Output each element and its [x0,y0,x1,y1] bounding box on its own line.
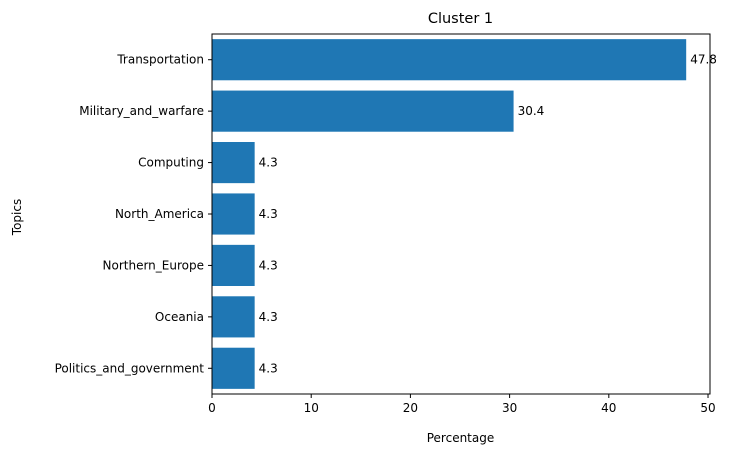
bar-value-label: 4.3 [259,258,278,272]
y-axis-ticks: Transportation Military_and_warfare Comput… [55,53,212,375]
y-tick-label: Transportation [116,53,204,67]
bar-value-label: 47.8 [690,53,717,67]
y-tick-label: Oceania [155,310,204,324]
bar [212,90,514,132]
x-tick-label: 0 [208,401,216,415]
bar [212,296,255,338]
bar [212,347,255,389]
y-tick-label: Politics_and_government [55,361,205,375]
bar-value-label: 4.3 [259,156,278,170]
bar-value-label: 4.3 [259,310,278,324]
y-axis-label: Topics [10,199,24,236]
y-tick-label: North_America [115,207,204,221]
bar [212,193,255,235]
y-tick-label: Computing [138,156,204,170]
x-tick-label: 40 [601,401,616,415]
x-tick-label: 10 [304,401,319,415]
bar-value-label: 4.3 [259,207,278,221]
bar [212,244,255,286]
plot-frame [211,33,711,395]
bar-value-label: 30.4 [518,104,545,118]
x-axis-label: Percentage [427,431,495,445]
chart-title: Cluster 1 [428,11,493,27]
x-axis-ticks: 0 10 20 30 40 50 [208,394,716,415]
bars-group [212,39,687,389]
value-labels-group: 47.8 30.4 4.3 4.3 4.3 4.3 4.3 [259,53,717,376]
x-tick-label: 30 [502,401,517,415]
y-tick-label: Northern_Europe [103,258,204,272]
x-tick-label: 20 [403,401,418,415]
y-tick-label: Military_and_warfare [79,104,204,118]
bar-value-label: 4.3 [259,361,278,375]
bar [212,39,687,81]
x-tick-label: 50 [700,401,715,415]
bar [212,142,255,184]
